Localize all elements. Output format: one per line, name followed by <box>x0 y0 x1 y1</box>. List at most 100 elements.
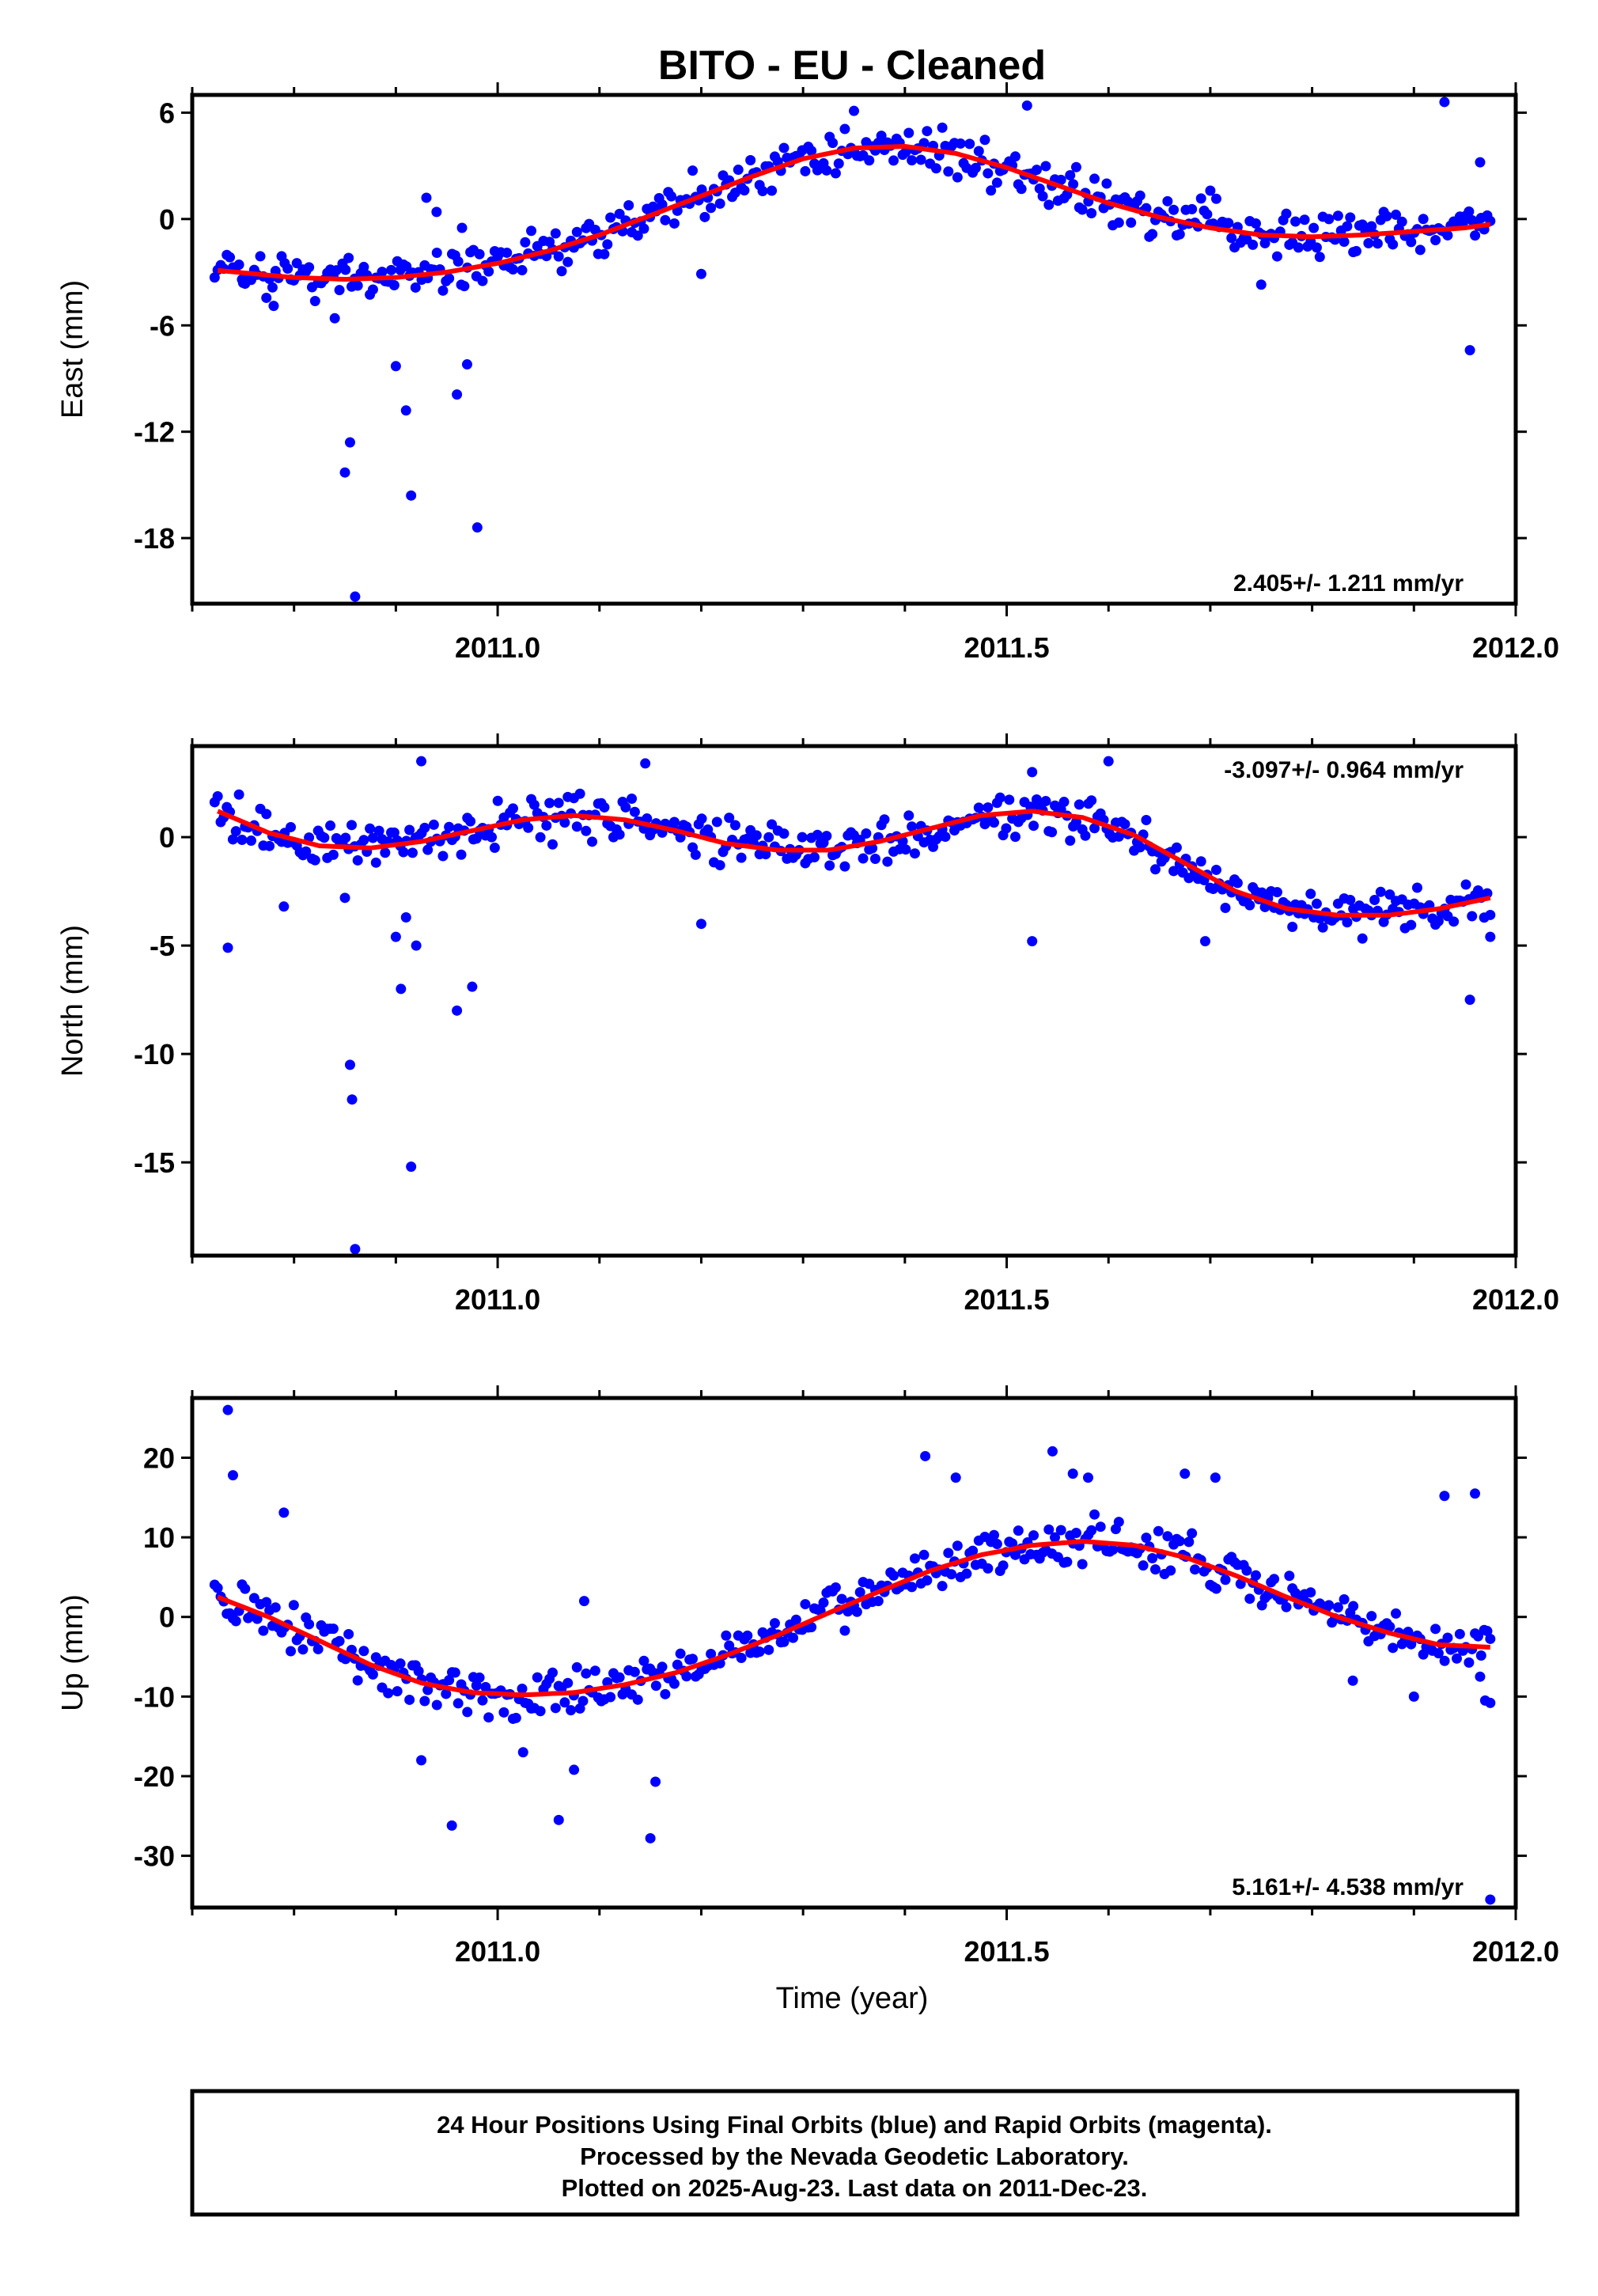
data-point-outlier <box>350 591 361 602</box>
data-point <box>520 237 531 248</box>
data-point-outlier <box>1439 97 1450 108</box>
data-point <box>1220 902 1231 913</box>
data-point <box>973 802 984 813</box>
data-point <box>714 198 725 209</box>
data-point <box>1226 233 1237 244</box>
data-point-outlier <box>406 490 417 501</box>
data-point <box>331 265 342 276</box>
data-point <box>1411 882 1422 893</box>
data-point <box>252 1613 263 1624</box>
data-point <box>1381 210 1392 222</box>
data-point <box>395 1658 406 1669</box>
data-point <box>1174 229 1185 240</box>
x-tick-label: 2012.0 <box>1472 1283 1559 1316</box>
data-point <box>1031 165 1042 176</box>
data-point <box>304 1619 315 1630</box>
data-point <box>1366 221 1377 232</box>
data-point-outlier <box>278 1507 290 1518</box>
data-point-outlier <box>650 1776 661 1787</box>
data-point <box>922 1575 933 1586</box>
panel-east: 2011.0 2011.5 2012.0 6 0 -6 -12 -18 East (mm) 2.4… <box>56 82 1559 664</box>
data-point <box>240 1583 251 1594</box>
data-point-outlier <box>569 1764 580 1775</box>
data-point-outlier <box>1475 157 1486 168</box>
data-point <box>714 860 725 871</box>
data-point <box>1369 895 1380 906</box>
y-tick-label: -20 <box>134 1760 175 1793</box>
data-point <box>431 1699 442 1711</box>
data-point <box>736 852 747 863</box>
data-point <box>1013 1525 1024 1536</box>
data-point <box>888 155 899 166</box>
footer-line-3: Plotted on 2025-Aug-23. Last data on 201… <box>562 2174 1148 2202</box>
data-point <box>1074 799 1085 810</box>
data-point <box>1418 214 1429 225</box>
data-point-outlier <box>452 389 463 400</box>
data-point <box>696 184 707 195</box>
data-point <box>1089 1509 1100 1520</box>
data-point <box>1250 1570 1261 1581</box>
data-point <box>1311 242 1322 253</box>
data-points <box>209 756 1496 1255</box>
data-point <box>1244 900 1255 911</box>
data-point-outlier <box>1027 936 1038 947</box>
footer-line-1: 24 Hour Positions Using Final Orbits (bl… <box>437 2111 1272 2139</box>
data-point <box>1442 1632 1453 1643</box>
y-axis-label: North (mm) <box>56 925 89 1077</box>
data-point <box>605 212 616 223</box>
data-point <box>1357 933 1368 944</box>
data-point <box>983 168 994 179</box>
data-point <box>1339 1594 1350 1605</box>
data-point-outlier <box>1485 1697 1496 1708</box>
data-point <box>340 264 351 275</box>
data-point <box>392 1686 403 1697</box>
data-point <box>502 247 513 258</box>
data-point-outlier <box>1439 1491 1450 1502</box>
data-point <box>909 1553 920 1564</box>
data-point <box>1451 1653 1462 1664</box>
data-point <box>1448 916 1460 927</box>
data-point <box>733 165 744 176</box>
data-point <box>915 154 926 165</box>
rate-label: -3.097+/- 0.964 mm/yr <box>1224 757 1464 783</box>
data-point <box>261 809 272 820</box>
data-point <box>1314 252 1325 263</box>
data-point <box>797 832 808 843</box>
data-point <box>1406 237 1417 248</box>
data-point <box>556 266 567 277</box>
data-point <box>1342 917 1353 928</box>
chart-title: BITO - EU - Cleaned <box>658 43 1046 89</box>
data-point <box>806 146 817 157</box>
data-point <box>325 820 336 832</box>
x-tick-label: 2011.5 <box>964 1935 1049 1968</box>
data-point-outlier <box>344 437 355 448</box>
data-point <box>550 1703 561 1714</box>
data-point <box>245 835 256 847</box>
data-point <box>1168 204 1180 215</box>
data-point-outlier <box>1255 279 1267 290</box>
data-point <box>778 142 790 153</box>
data-point-outlier <box>452 1005 463 1016</box>
data-point <box>1223 218 1234 229</box>
data-point <box>991 177 1002 188</box>
data-point <box>358 1646 369 1657</box>
data-point <box>1113 831 1124 842</box>
data-point <box>1271 251 1282 262</box>
data-point-outlier <box>1347 1675 1358 1686</box>
data-point <box>739 185 750 196</box>
data-point-outlier <box>390 361 401 372</box>
data-point <box>535 1706 546 1717</box>
data-point <box>1195 856 1206 867</box>
data-point-outlier <box>278 901 290 912</box>
data-point <box>1470 230 1481 241</box>
y-tick-label: -6 <box>150 309 175 342</box>
data-point <box>742 1630 753 1641</box>
data-point-outlier <box>344 1059 355 1070</box>
data-point <box>757 186 768 197</box>
data-point <box>1009 151 1021 162</box>
data-point <box>1168 866 1180 877</box>
data-point <box>1113 1517 1124 1528</box>
data-point <box>547 839 558 850</box>
data-point <box>312 1643 324 1654</box>
data-point <box>574 788 585 799</box>
